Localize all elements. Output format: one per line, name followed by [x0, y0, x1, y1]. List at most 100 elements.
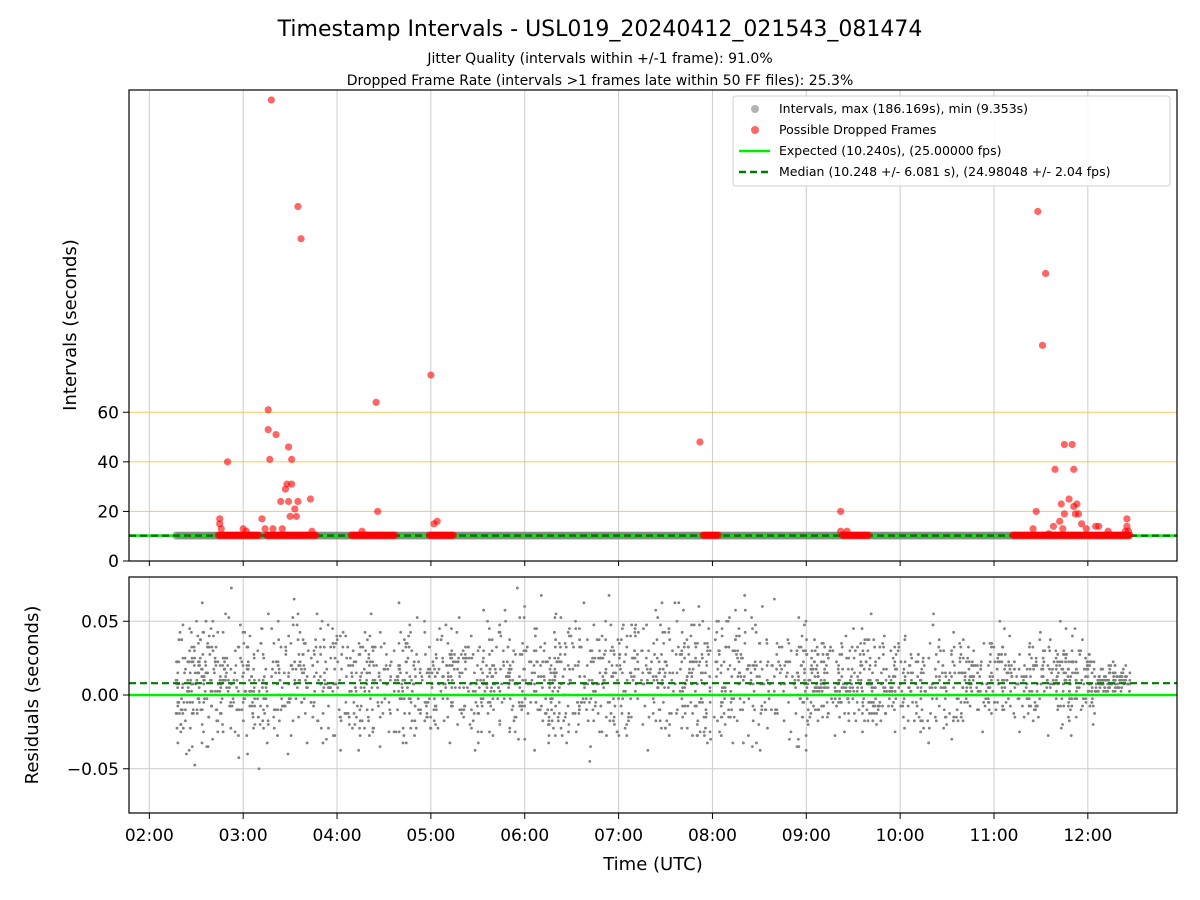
residual-point [552, 671, 556, 675]
residual-point [333, 734, 337, 737]
residual-point [539, 645, 542, 649]
residual-point [931, 623, 935, 627]
residual-point [677, 601, 681, 605]
residual-point [226, 664, 230, 667]
residual-point [661, 700, 665, 704]
residual-point [331, 689, 335, 693]
residual-point [203, 697, 206, 701]
x-tick-label: 05:00 [406, 826, 455, 846]
residual-point [434, 656, 438, 660]
residual-point [1012, 667, 1016, 671]
residual-point [1111, 689, 1115, 693]
residual-point [314, 671, 318, 675]
residual-point [883, 689, 886, 693]
residual-point [874, 660, 877, 664]
residual-point [990, 712, 993, 715]
residual-point [1112, 678, 1116, 682]
residual-point [803, 678, 806, 682]
residual-point [691, 734, 694, 737]
residual-point [630, 675, 633, 678]
residual-point [872, 700, 875, 704]
residual-point [218, 712, 222, 715]
residual-point [882, 667, 886, 671]
residual-point [979, 664, 983, 667]
residuals-x-ticks: 02:00 03:00 04:00 05:00 06:00 07:00 08:00 09:00… [125, 813, 1112, 846]
residual-point [331, 627, 334, 631]
residual-point [302, 664, 306, 667]
residual-point [598, 671, 602, 675]
residual-point [810, 671, 814, 675]
residual-point [351, 726, 354, 730]
residual-point [992, 645, 996, 649]
residual-point [415, 616, 419, 619]
residual-point [678, 689, 682, 693]
residual-point [809, 712, 813, 715]
residual-point [1067, 700, 1071, 704]
residual-point [478, 645, 482, 649]
residual-point [704, 671, 707, 675]
residual-point [228, 704, 232, 708]
residual-point [442, 675, 445, 678]
residual-point [363, 726, 366, 730]
dropped-frame-point [264, 426, 272, 434]
residual-point [241, 719, 245, 723]
residual-point [212, 667, 216, 671]
residual-point [322, 638, 326, 642]
residual-point [1102, 675, 1106, 678]
residual-point [663, 686, 667, 690]
residual-point [687, 671, 691, 675]
residual-point [1000, 686, 1004, 690]
residual-point [617, 641, 621, 645]
residual-point [456, 660, 460, 664]
residual-point [564, 712, 568, 715]
residual-point [482, 656, 485, 660]
residual-point [868, 656, 872, 660]
residual-point [772, 675, 776, 678]
residual-point [465, 686, 469, 690]
residual-point [183, 671, 186, 675]
chart-subtitle-jitter: Jitter Quality (intervals within +/-1 fr… [426, 51, 772, 67]
residual-point [888, 689, 891, 693]
residual-point [563, 715, 567, 719]
residual-point [645, 667, 649, 671]
residual-point [541, 719, 545, 723]
residual-point [833, 734, 837, 737]
residual-point [263, 712, 267, 715]
residual-point [508, 726, 512, 730]
residual-point [369, 697, 372, 701]
residual-point [959, 712, 963, 715]
residual-point [1084, 675, 1087, 678]
residual-point [625, 723, 629, 726]
residual-point [512, 649, 516, 653]
residual-point [770, 708, 773, 712]
residual-point [589, 660, 593, 664]
residual-point [296, 638, 300, 642]
residual-point [260, 627, 263, 631]
residual-point [535, 660, 539, 664]
residual-point [401, 689, 405, 693]
residual-point [339, 748, 342, 752]
residual-point [522, 667, 526, 671]
residual-point [810, 656, 813, 660]
residual-point [555, 660, 559, 664]
residual-point [891, 656, 895, 660]
residual-point [178, 630, 182, 634]
residual-point [909, 653, 913, 656]
residual-point [347, 715, 351, 719]
residual-point [1073, 627, 1077, 631]
residual-point [982, 700, 986, 704]
residual-point [1090, 689, 1094, 693]
residual-point [1121, 667, 1125, 671]
residual-point [1071, 671, 1074, 675]
residual-point [578, 638, 582, 642]
residual-point [237, 645, 241, 649]
residual-point [1034, 656, 1038, 660]
residual-point [857, 708, 861, 712]
residual-point [752, 664, 756, 667]
residual-point [693, 689, 697, 693]
residual-point [446, 675, 450, 678]
residual-point [203, 689, 207, 693]
residual-point [536, 708, 540, 712]
residual-point [266, 612, 270, 616]
residual-point [683, 641, 686, 645]
